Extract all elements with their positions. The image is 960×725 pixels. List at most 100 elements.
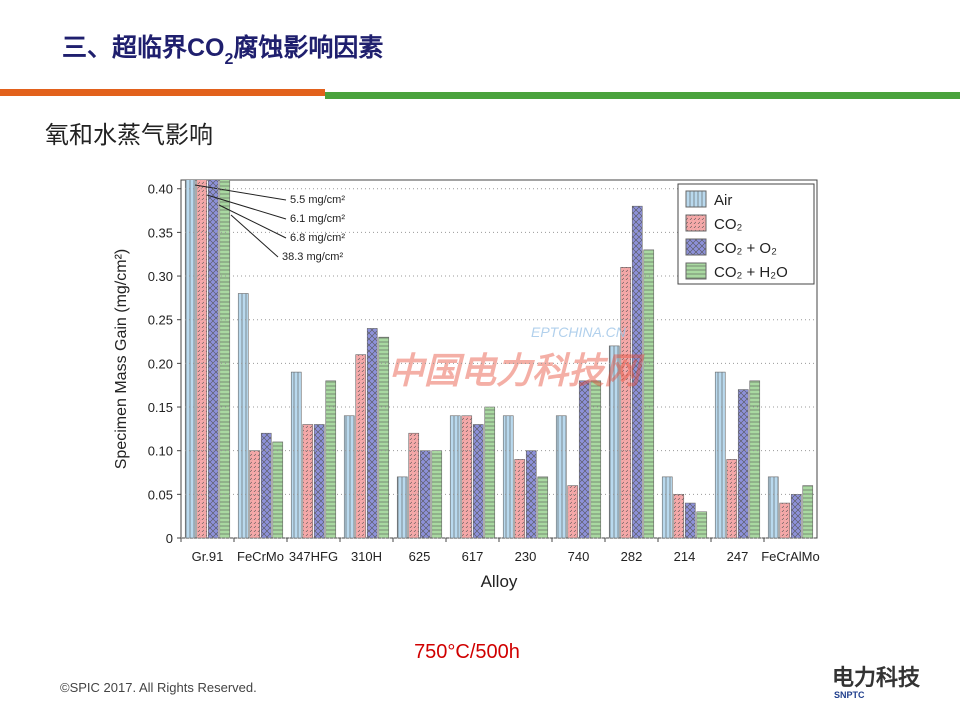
y-tick-label: 0.40 — [148, 182, 173, 197]
arrow — [206, 194, 287, 220]
slide-title: 三、超临界CO2腐蚀影响因素 — [62, 33, 383, 68]
x-tick-label: FeCrMo — [237, 549, 284, 564]
bar — [714, 371, 726, 538]
arrow — [230, 214, 279, 258]
x-tick-label: 347HFG — [289, 549, 338, 564]
y-tick-label: 0.35 — [148, 225, 173, 240]
bar — [237, 293, 249, 538]
caption: 750°C/500h — [414, 641, 520, 663]
bar — [249, 450, 261, 538]
bar — [343, 415, 355, 538]
bar — [325, 380, 337, 538]
y-tick-label: 0.25 — [148, 313, 173, 328]
legend-swatch — [685, 262, 707, 280]
watermark-url: EPTCHINA.CN — [531, 324, 627, 340]
bar — [184, 180, 196, 538]
bar — [802, 485, 814, 538]
bar — [643, 249, 655, 538]
bar — [290, 371, 302, 538]
subtitle: 氧和水蒸气影响 — [45, 122, 213, 149]
bar — [525, 450, 537, 538]
bar — [196, 180, 208, 538]
logo-name: 电力科技 — [832, 665, 921, 690]
title-sub: 2 — [225, 51, 234, 68]
bar — [313, 424, 325, 538]
annotation: 6.8 mg/cm² — [290, 232, 345, 244]
arrow — [194, 184, 287, 201]
annotations — [194, 184, 287, 258]
title-part: 三、超临界CO — [62, 33, 225, 62]
watermark-name: 中国电力科技网 — [388, 350, 645, 391]
y-tick-label: 0.15 — [148, 400, 173, 415]
x-tick-label: 214 — [674, 549, 696, 564]
y-axis-label: Specimen Mass Gain (mg/cm²) — [113, 249, 130, 470]
y-tick-label: 0.30 — [148, 269, 173, 284]
y-tick-label: 0.10 — [148, 444, 173, 459]
header-bar — [325, 92, 960, 99]
bar — [737, 389, 749, 538]
x-tick-label: Gr.91 — [192, 549, 224, 564]
bar — [366, 328, 378, 538]
legend-swatch — [685, 238, 707, 256]
bar — [378, 336, 390, 538]
bar — [590, 380, 602, 538]
legend-label: Air — [714, 192, 732, 209]
x-tick-label: 230 — [515, 549, 537, 564]
bar — [767, 476, 779, 538]
bar — [620, 267, 632, 538]
bar — [726, 459, 738, 538]
bar — [749, 380, 761, 538]
y-tick-label: 0.05 — [148, 487, 173, 502]
bar — [502, 415, 514, 538]
annotation: 6.1 mg/cm² — [290, 213, 345, 225]
title-part: 腐蚀影响因素 — [233, 33, 383, 62]
bar — [461, 415, 473, 538]
x-tick-label: 282 — [621, 549, 643, 564]
bar — [408, 432, 420, 538]
bar — [537, 476, 549, 538]
bar — [631, 205, 643, 538]
legend-label: CO₂ + H₂O — [714, 264, 788, 281]
arrow — [218, 204, 287, 239]
x-tick-label: 625 — [409, 549, 431, 564]
bar — [355, 354, 367, 538]
x-tick-label: 310H — [351, 549, 382, 564]
bar — [260, 432, 272, 538]
y-tick-label: 0 — [166, 531, 173, 546]
x-tick-label: 740 — [568, 549, 590, 564]
footer: ©SPIC 2017. All Rights Reserved. — [60, 680, 257, 695]
bar — [578, 380, 590, 538]
bar — [567, 485, 579, 538]
x-tick-label: FeCrAlMo — [761, 549, 820, 564]
y-tick-label: 0.20 — [148, 356, 173, 371]
x-tick-label: 247 — [727, 549, 749, 564]
bar — [514, 459, 526, 538]
bar — [790, 494, 802, 538]
plot-area — [184, 180, 814, 538]
x-axis-label: Alloy — [481, 572, 518, 591]
bar — [472, 424, 484, 538]
annotation: 38.3 mg/cm² — [282, 251, 343, 263]
bar — [396, 476, 408, 538]
bar — [673, 494, 685, 538]
bar — [779, 502, 791, 538]
bar — [449, 415, 461, 538]
bar — [207, 180, 219, 538]
logo-brand: SNPTC — [834, 690, 865, 700]
bar — [684, 502, 696, 538]
bar — [608, 345, 620, 538]
x-tick-label: 617 — [462, 549, 484, 564]
legend-label: CO₂ + O₂ — [714, 240, 777, 257]
bar — [555, 415, 567, 538]
legend-label: CO₂ — [714, 216, 743, 233]
bar — [272, 441, 284, 538]
bar — [696, 511, 708, 538]
header-bar — [0, 89, 325, 96]
bar — [661, 476, 673, 538]
bar — [219, 180, 231, 538]
bar — [484, 406, 496, 538]
legend-swatch — [685, 190, 707, 208]
annotation: 5.5 mg/cm² — [290, 194, 345, 206]
